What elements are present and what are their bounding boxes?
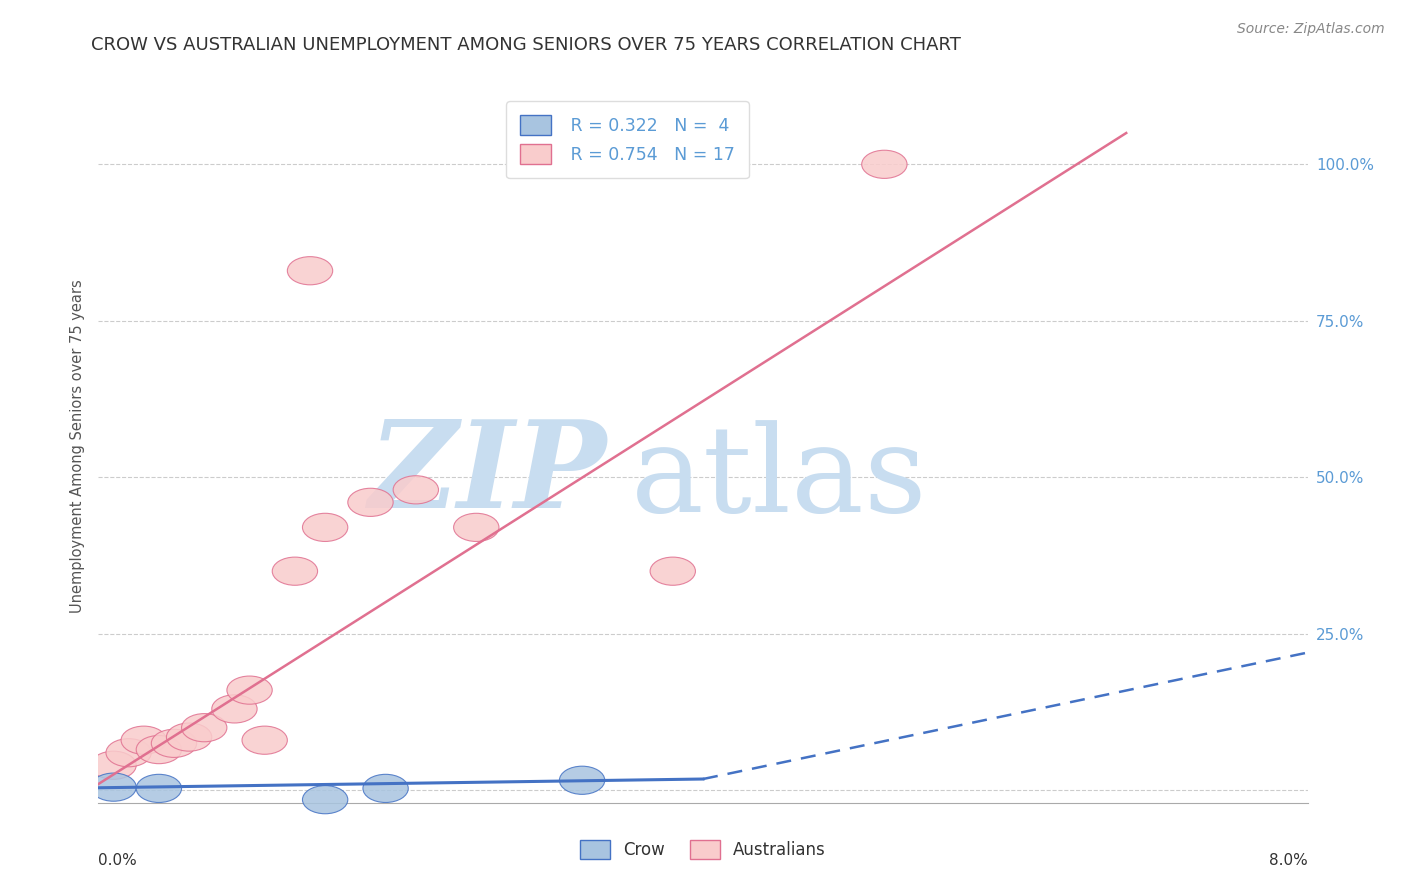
Ellipse shape xyxy=(394,475,439,504)
Ellipse shape xyxy=(862,150,907,178)
Ellipse shape xyxy=(212,695,257,723)
Ellipse shape xyxy=(302,786,347,814)
Ellipse shape xyxy=(91,751,136,780)
Text: 0.0%: 0.0% xyxy=(98,853,138,868)
Ellipse shape xyxy=(166,723,212,751)
Ellipse shape xyxy=(454,513,499,541)
Ellipse shape xyxy=(181,714,226,742)
Ellipse shape xyxy=(121,726,166,755)
Text: ZIP: ZIP xyxy=(368,416,606,533)
Ellipse shape xyxy=(347,488,394,516)
Ellipse shape xyxy=(302,513,347,541)
Ellipse shape xyxy=(136,774,181,803)
Text: Source: ZipAtlas.com: Source: ZipAtlas.com xyxy=(1237,22,1385,37)
Text: 8.0%: 8.0% xyxy=(1268,853,1308,868)
Ellipse shape xyxy=(273,558,318,585)
Ellipse shape xyxy=(650,558,696,585)
Ellipse shape xyxy=(287,257,333,285)
Y-axis label: Unemployment Among Seniors over 75 years: Unemployment Among Seniors over 75 years xyxy=(69,279,84,613)
Legend: Crow, Australians: Crow, Australians xyxy=(574,833,832,866)
Ellipse shape xyxy=(226,676,273,704)
Ellipse shape xyxy=(363,774,408,803)
Ellipse shape xyxy=(136,736,181,764)
Ellipse shape xyxy=(105,739,152,767)
Ellipse shape xyxy=(560,766,605,795)
Text: CROW VS AUSTRALIAN UNEMPLOYMENT AMONG SENIORS OVER 75 YEARS CORRELATION CHART: CROW VS AUSTRALIAN UNEMPLOYMENT AMONG SE… xyxy=(91,36,962,54)
Ellipse shape xyxy=(242,726,287,755)
Ellipse shape xyxy=(152,730,197,757)
Ellipse shape xyxy=(91,773,136,801)
Text: atlas: atlas xyxy=(630,419,927,537)
